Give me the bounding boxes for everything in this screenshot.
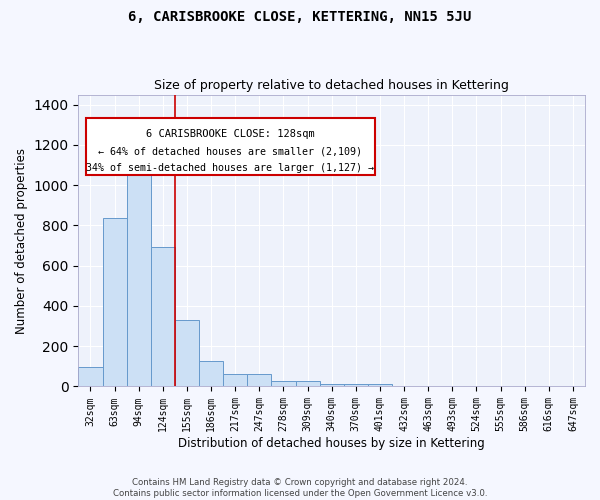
Text: 6 CARISBROOKE CLOSE: 128sqm: 6 CARISBROOKE CLOSE: 128sqm bbox=[146, 130, 315, 140]
X-axis label: Distribution of detached houses by size in Kettering: Distribution of detached houses by size … bbox=[178, 437, 485, 450]
Text: ← 64% of detached houses are smaller (2,109): ← 64% of detached houses are smaller (2,… bbox=[98, 147, 362, 157]
Bar bbox=[344, 384, 368, 386]
Bar bbox=[151, 247, 175, 386]
Y-axis label: Number of detached properties: Number of detached properties bbox=[15, 148, 28, 334]
Bar bbox=[368, 384, 392, 386]
Bar bbox=[320, 384, 344, 386]
Bar bbox=[79, 367, 103, 386]
Title: Size of property relative to detached houses in Kettering: Size of property relative to detached ho… bbox=[154, 79, 509, 92]
Bar bbox=[199, 361, 223, 386]
FancyBboxPatch shape bbox=[86, 118, 375, 175]
Bar bbox=[175, 320, 199, 386]
Bar bbox=[296, 382, 320, 386]
Text: 6, CARISBROOKE CLOSE, KETTERING, NN15 5JU: 6, CARISBROOKE CLOSE, KETTERING, NN15 5J… bbox=[128, 10, 472, 24]
Text: Contains HM Land Registry data © Crown copyright and database right 2024.
Contai: Contains HM Land Registry data © Crown c… bbox=[113, 478, 487, 498]
Bar bbox=[223, 374, 247, 386]
Bar bbox=[271, 382, 296, 386]
Bar bbox=[127, 169, 151, 386]
Bar bbox=[103, 218, 127, 386]
Text: 34% of semi-detached houses are larger (1,127) →: 34% of semi-detached houses are larger (… bbox=[86, 163, 374, 173]
Bar bbox=[247, 374, 271, 386]
